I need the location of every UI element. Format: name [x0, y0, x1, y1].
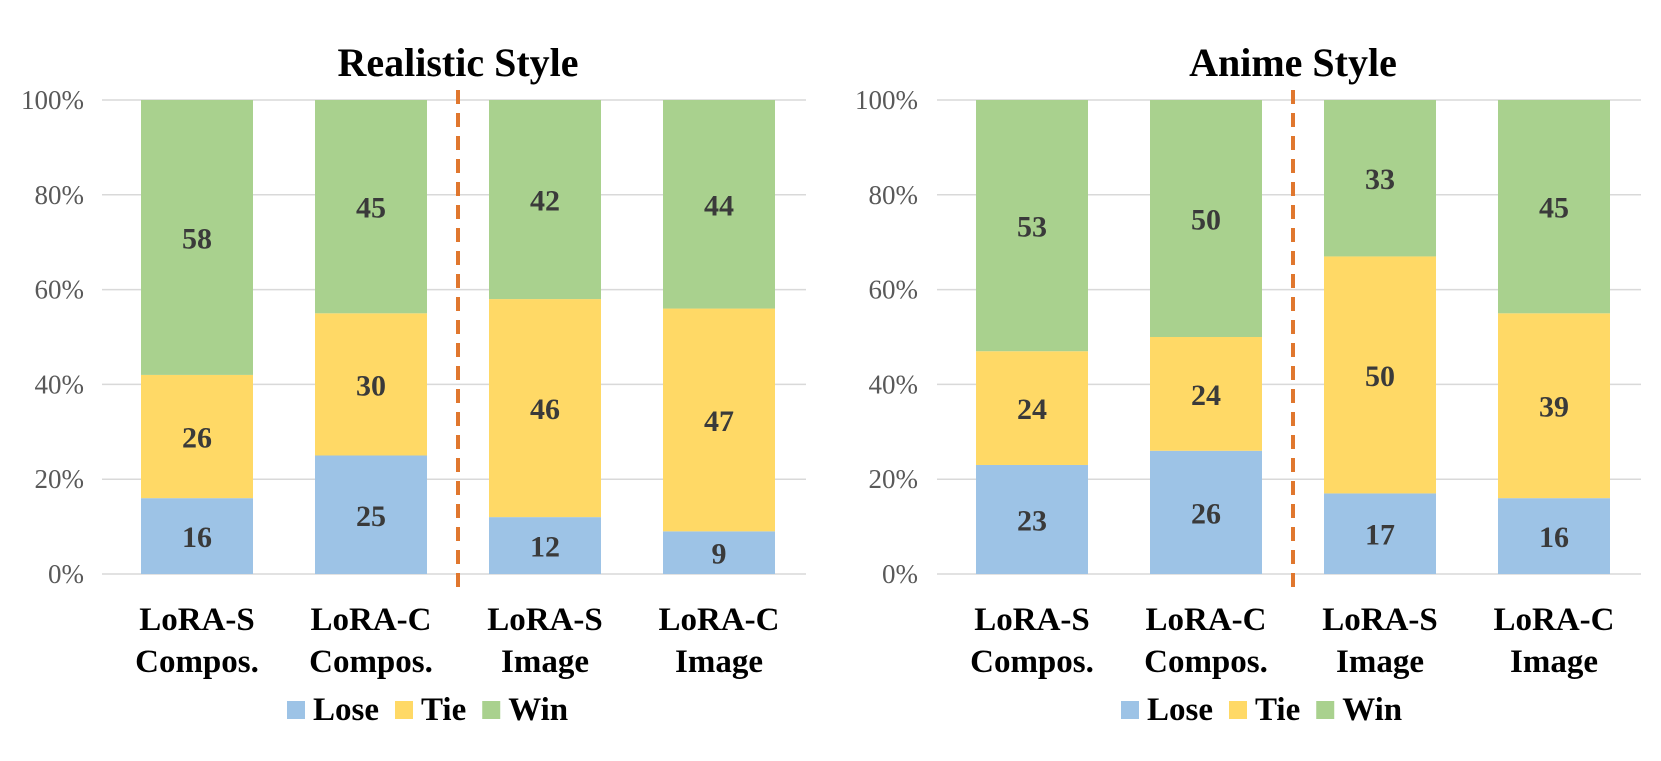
bar-segment-lose: [141, 498, 253, 574]
bar-segment-tie: [141, 374, 253, 499]
legend-swatch-tie: [395, 701, 413, 719]
data-label: 24: [1017, 393, 1047, 426]
x-tick-label: LoRA-C Compos.: [309, 602, 433, 680]
bar-segment-win: [663, 100, 775, 309]
bar-segment-lose: [315, 455, 427, 574]
x-tick-label: LoRA-S Compos.: [135, 602, 259, 680]
bar-segment-lose: [1150, 450, 1262, 574]
data-label: 47: [704, 405, 734, 438]
data-label: 30: [356, 369, 386, 402]
bar-segment-lose: [489, 517, 601, 574]
data-label: 33: [1365, 163, 1395, 196]
bar-segment-win: [976, 100, 1088, 352]
bar-segment-tie: [489, 299, 601, 518]
bar-segment-win: [1498, 100, 1610, 314]
y-tick-label: 60%: [35, 275, 85, 305]
bar-segment-win: [315, 100, 427, 314]
data-label: 16: [182, 521, 212, 554]
data-label: 44: [704, 189, 734, 222]
legend-label-tie: Tie: [1255, 692, 1300, 728]
chart-panel-0: Realistic Style 0% 20% 40% 60% 80% 100% 16 26 58 L…: [21, 40, 806, 728]
data-label: 12: [530, 531, 560, 564]
bar-segment-lose: [663, 531, 775, 574]
y-tick-label: 60%: [869, 275, 919, 305]
bar-segment-win: [141, 100, 253, 375]
legend: Lose Tie Win: [287, 692, 568, 728]
bar-segment-tie: [315, 313, 427, 456]
y-tick-label: 0%: [48, 559, 84, 589]
data-label: 16: [1539, 521, 1569, 554]
bar-segment-win: [489, 100, 601, 300]
x-tick-label: LoRA-S Image: [487, 602, 603, 680]
bar-segment-lose: [1498, 498, 1610, 574]
bar-segment-tie: [976, 351, 1088, 465]
data-label: 46: [530, 393, 560, 426]
y-tick-label: 20%: [869, 464, 919, 494]
bar-segment-tie: [1150, 337, 1262, 451]
y-tick-label: 80%: [869, 180, 919, 210]
legend-swatch-win: [1316, 701, 1335, 719]
legend-label-win: Win: [1342, 692, 1402, 728]
legend-swatch-lose: [287, 701, 305, 719]
legend-label-win: Win: [508, 692, 568, 728]
data-label: 26: [1191, 497, 1221, 530]
chart-title: Realistic Style: [337, 40, 578, 85]
bar-segment-tie: [1498, 313, 1610, 499]
legend-swatch-lose: [1121, 701, 1139, 719]
y-tick-label: 20%: [35, 464, 85, 494]
data-label: 24: [1191, 379, 1221, 412]
data-label: 45: [1539, 192, 1569, 225]
y-tick-label: 0%: [882, 559, 918, 589]
legend-label-tie: Tie: [421, 692, 466, 728]
legend: Lose Tie Win: [1121, 692, 1402, 728]
x-tick-label: LoRA-C Compos.: [1144, 602, 1268, 680]
data-label: 53: [1017, 211, 1047, 244]
x-tick-label: LoRA-C Image: [659, 602, 780, 680]
bar-segment-lose: [1324, 493, 1436, 574]
data-label: 23: [1017, 504, 1047, 537]
legend-label-lose: Lose: [313, 692, 379, 728]
bar-segment-win: [1324, 100, 1436, 257]
bar-segment-tie: [663, 308, 775, 532]
y-tick-label: 100%: [21, 85, 84, 115]
y-tick-label: 40%: [869, 369, 919, 399]
data-label: 45: [356, 192, 386, 225]
y-tick-label: 100%: [855, 85, 918, 115]
legend-swatch-win: [482, 701, 501, 719]
bar-segment-win: [1150, 100, 1262, 337]
data-label: 39: [1539, 391, 1569, 424]
data-label: 42: [530, 185, 560, 218]
legend-swatch-tie: [1229, 701, 1247, 719]
x-tick-label: LoRA-S Image: [1322, 602, 1438, 680]
y-tick-label: 80%: [35, 180, 85, 210]
bar-segment-lose: [976, 464, 1088, 574]
x-tick-label: LoRA-S Compos.: [970, 602, 1094, 680]
data-label: 9: [712, 538, 727, 571]
bar-segment-tie: [1324, 256, 1436, 494]
legend-label-lose: Lose: [1147, 692, 1213, 728]
data-label: 50: [1365, 360, 1395, 393]
chart-title: Anime Style: [1189, 40, 1397, 85]
data-label: 26: [182, 422, 212, 455]
data-label: 58: [182, 222, 212, 255]
data-label: 25: [356, 500, 386, 533]
chart-panel-1: Anime Style 0% 20% 40% 60% 80% 100% 23 24 53 LoRA-…: [855, 40, 1641, 728]
data-label: 17: [1365, 519, 1395, 552]
data-label: 50: [1191, 204, 1221, 237]
x-tick-label: LoRA-C Image: [1494, 602, 1615, 680]
y-tick-label: 40%: [35, 369, 85, 399]
